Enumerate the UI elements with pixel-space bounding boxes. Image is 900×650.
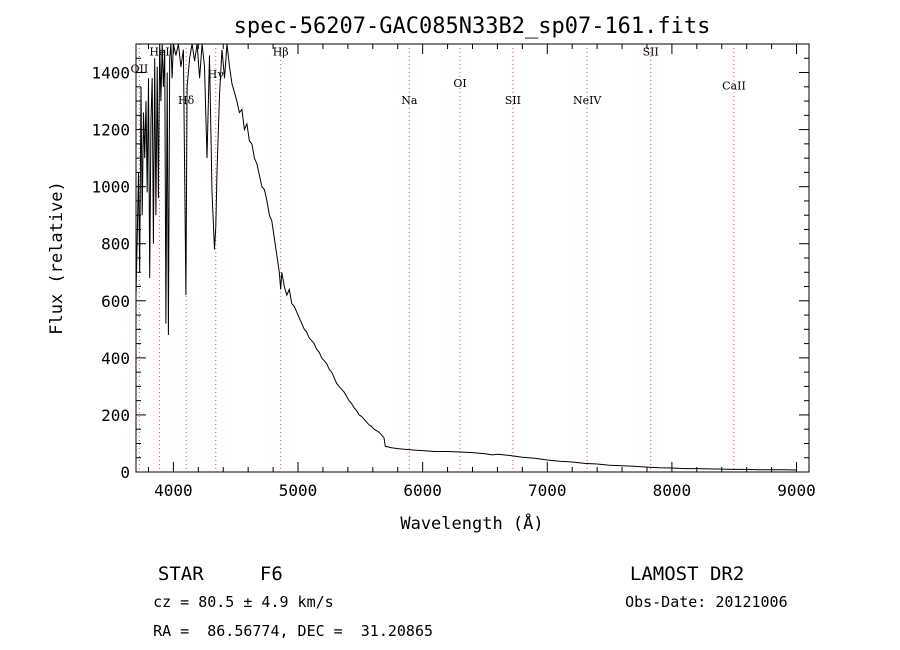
line-marker-label-9: SII	[643, 45, 659, 58]
y-tick-label: 1400	[91, 64, 130, 83]
x-tick-label: 8000	[653, 481, 692, 500]
object-class: STAR	[157, 563, 204, 585]
y-tick-label: 1000	[91, 178, 130, 197]
line-marker-label-8: NeIV	[573, 94, 602, 107]
line-marker-label-10: CaII	[722, 80, 746, 93]
line-marker-label-4: Hβ	[273, 45, 289, 58]
x-tick-label: 9000	[777, 481, 816, 500]
redshift-text: cz = 80.5 ± 4.9 km/s	[153, 593, 334, 611]
line-marker-label-2: Hδ	[178, 94, 195, 107]
chart-title: spec-56207-GAC085N33B2_sp07-161.fits	[234, 14, 711, 39]
y-tick-label: 400	[101, 349, 130, 368]
y-tick-label: 0	[120, 463, 130, 482]
plot-frame	[135, 43, 810, 473]
x-tick-label: 4000	[154, 481, 193, 500]
y-tick-label: 600	[101, 292, 130, 311]
axis-ticks: 4000 5000 6000 7000 8000 9000 0 200 400 600 800 100…	[91, 43, 816, 500]
x-tick-label: 5000	[279, 481, 318, 500]
object-subclass: F6	[259, 563, 283, 585]
y-tick-label: 200	[101, 406, 130, 425]
line-marker-label-5: Na	[401, 94, 418, 107]
y-tick-label: 800	[101, 235, 130, 254]
x-tick-label: 7000	[528, 481, 567, 500]
coordinates-text: RA = 86.56774, DEC = 31.20865	[153, 622, 434, 640]
y-tick-label: 1200	[91, 121, 130, 140]
line-marker-label-0: OII	[131, 63, 149, 76]
y-axis-label: Flux (relative)	[47, 181, 67, 335]
spectrum-line	[135, 43, 797, 471]
line-marker-label-6: OI	[453, 77, 466, 90]
line-marker-label-7: SII	[505, 94, 521, 107]
x-axis-label: Wavelength (Å)	[400, 512, 543, 534]
x-tick-label: 6000	[403, 481, 442, 500]
obs-date-text: Obs-Date: 20121006	[625, 593, 788, 611]
survey-name: LAMOST DR2	[629, 563, 745, 585]
